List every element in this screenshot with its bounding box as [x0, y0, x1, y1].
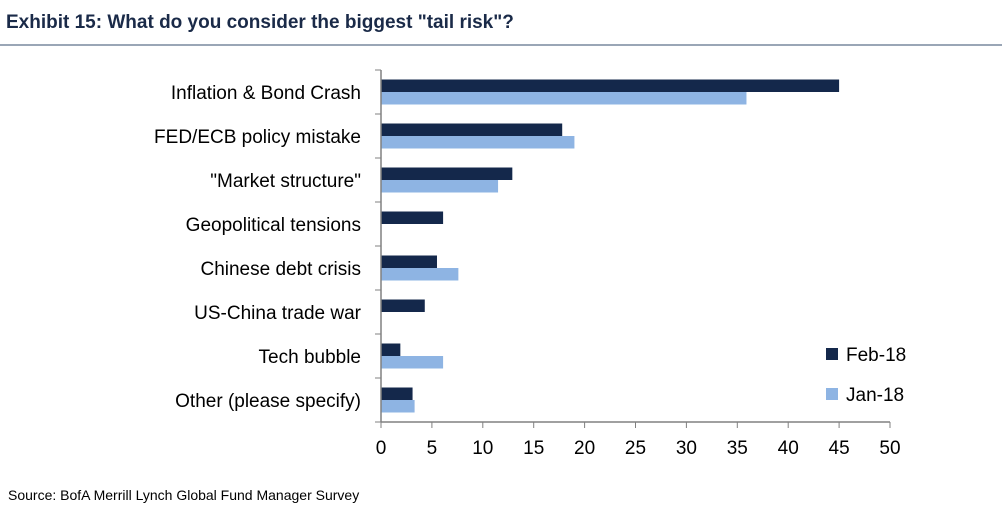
legend-label-feb-18: Feb-18: [846, 345, 906, 366]
x-tick-label-5: 5: [427, 438, 438, 459]
x-tick-label-45: 45: [829, 438, 850, 459]
category-label-us-china-trade-war: US-China trade war: [194, 303, 362, 324]
legend: Feb-18 Jan-18: [826, 345, 906, 406]
bar-jan-18-inflation-bond-crash: [381, 92, 747, 105]
category-label-fed-ecb-policy-mistake: FED/ECB policy mistake: [154, 127, 361, 148]
x-tick-label-35: 35: [727, 438, 748, 459]
bar-feb-18-geopolitical-tensions: [381, 211, 444, 224]
bar-jan-18-chinese-debt-crisis: [381, 268, 459, 281]
category-label-tech-bubble: Tech bubble: [259, 347, 361, 368]
chart-title: Exhibit 15: What do you consider the big…: [6, 12, 514, 33]
x-tick-label-15: 15: [523, 438, 544, 459]
legend-swatch-jan-18: [826, 388, 838, 400]
category-label-geopolitical-tensions: Geopolitical tensions: [186, 215, 361, 236]
bar-feb-18-us-china-trade-war: [381, 299, 425, 312]
x-tick-label-50: 50: [879, 438, 900, 459]
bar-jan-18-other-please-specify: [381, 400, 415, 413]
category-label-inflation-bond-crash: Inflation & Bond Crash: [171, 83, 361, 104]
bars-group: [381, 79, 840, 413]
x-tick-label-40: 40: [778, 438, 799, 459]
legend-label-jan-18: Jan-18: [846, 385, 904, 406]
x-axis-ticks: 0 5 10 15 20 25 30 35 40 45 50: [376, 422, 901, 459]
bar-feb-18-market-structure: [381, 167, 513, 180]
x-tick-label-25: 25: [625, 438, 646, 459]
bar-feb-18-other-please-specify: [381, 387, 413, 400]
source-note: Source: BofA Merrill Lynch Global Fund M…: [8, 487, 360, 503]
bar-feb-18-chinese-debt-crisis: [381, 255, 437, 268]
bar-feb-18-tech-bubble: [381, 343, 401, 356]
title-divider: [0, 44, 1002, 46]
category-label-other-please-specify: Other (please specify): [175, 391, 361, 412]
category-label-market-structure: "Market structure": [210, 171, 361, 192]
legend-swatch-feb-18: [826, 348, 838, 360]
x-tick-label-20: 20: [574, 438, 595, 459]
category-label-chinese-debt-crisis: Chinese debt crisis: [200, 259, 361, 280]
x-tick-label-0: 0: [376, 438, 387, 459]
x-tick-label-30: 30: [676, 438, 697, 459]
x-tick-label-10: 10: [472, 438, 493, 459]
axes: [375, 69, 890, 423]
bar-jan-18-fed-ecb-policy-mistake: [381, 136, 575, 149]
category-labels: Inflation & Bond Crash FED/ECB policy mis…: [154, 83, 362, 412]
bar-jan-18-market-structure: [381, 180, 499, 193]
bar-feb-18-fed-ecb-policy-mistake: [381, 123, 563, 136]
bar-feb-18-inflation-bond-crash: [381, 79, 840, 92]
bar-chart: Inflation & Bond Crash FED/ECB policy mis…: [154, 69, 906, 459]
bar-jan-18-tech-bubble: [381, 356, 444, 369]
